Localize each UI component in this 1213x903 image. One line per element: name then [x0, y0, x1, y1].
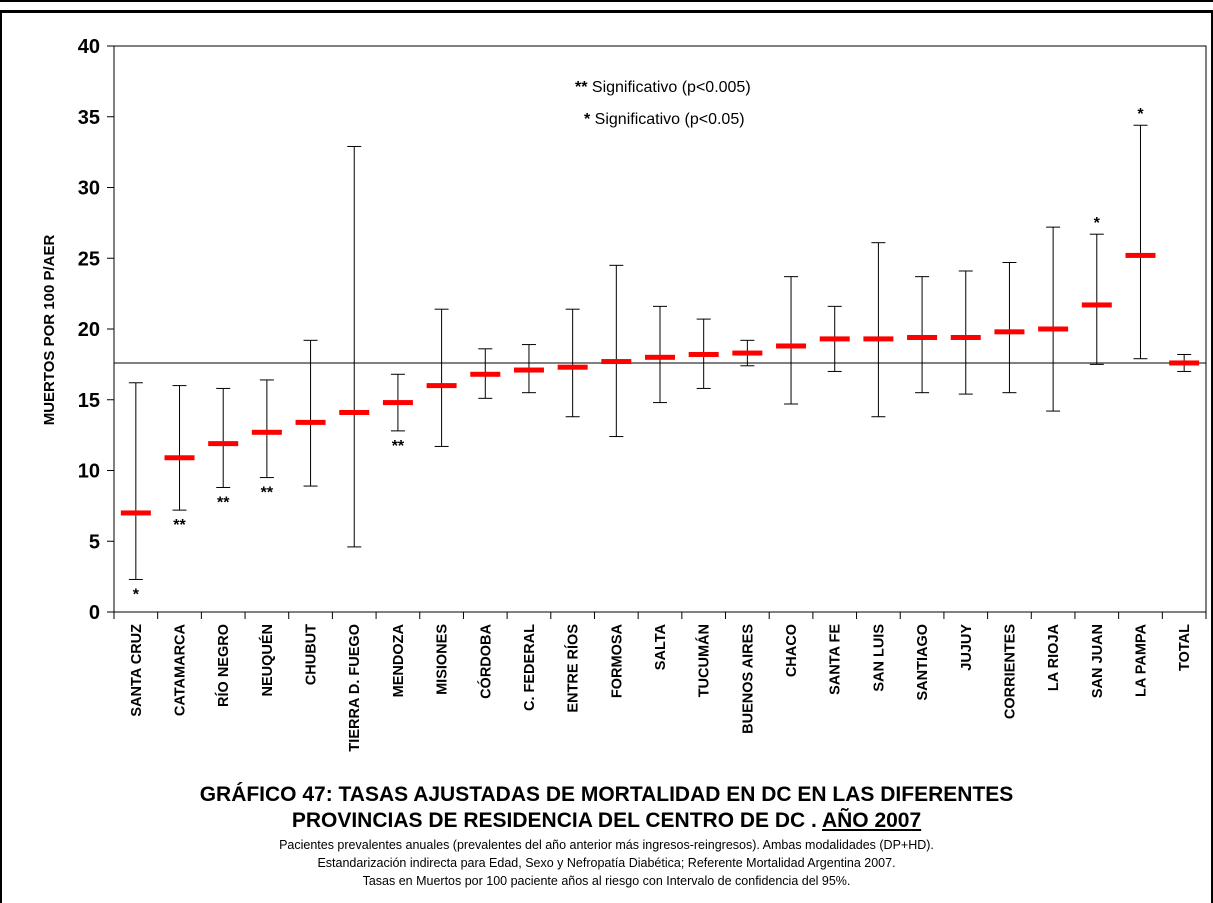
rate-marker [994, 329, 1025, 335]
rate-marker [426, 383, 457, 389]
y-tick-label: 0 [89, 602, 100, 624]
x-tick-label: SAN JUAN [1090, 624, 1106, 698]
x-tick-label: CATAMARCA [173, 623, 189, 716]
rate-marker [776, 343, 807, 349]
footnote-standardization: Estandarización indirecta para Edad, Sex… [317, 856, 896, 870]
x-tick-label: TOTAL [1177, 624, 1193, 671]
rate-marker [470, 371, 501, 377]
rate-markers [120, 252, 1200, 516]
y-tick-label: 5 [89, 531, 100, 553]
rate-marker [251, 429, 282, 435]
error-bars [128, 124, 1192, 580]
x-tick-label: NEUQUÉN [259, 624, 276, 697]
chart-title-year: AÑO 2007 [821, 809, 922, 832]
rate-marker [164, 455, 195, 461]
y-tick-label: 35 [78, 107, 100, 129]
footnote-units: Tasas en Muertos por 100 paciente años a… [362, 874, 851, 888]
rate-marker [557, 364, 588, 370]
x-tick-label: CHUBUT [304, 624, 320, 685]
significance-label: ** [217, 494, 230, 511]
rate-marker [688, 351, 719, 357]
x-tick-label: TUCUMÁN [696, 624, 713, 697]
x-tick-label: ENTRE RÍOS [565, 624, 582, 713]
chart-axes [107, 45, 1207, 619]
chart-title-line1: GRÁFICO 47: TASAS AJUSTADAS DE MORTALIDA… [199, 783, 1014, 806]
x-tick-labels: SANTA CRUZ CATAMARCA RÍO NEGRO NEUQUÉN CHUBU… [129, 623, 1193, 751]
significance-label: ** [261, 485, 274, 502]
y-tick-label: 30 [78, 178, 100, 200]
x-tick-label: LA PAMPA [1133, 623, 1149, 697]
legend-marker-low: * [584, 111, 591, 128]
rate-marker [950, 334, 981, 340]
rate-marker [208, 441, 239, 447]
x-tick-label: SAN LUIS [871, 624, 887, 692]
x-tick-label: JUJUY [959, 624, 975, 671]
rate-marker [339, 409, 370, 415]
x-tick-label: SANTIAGO [915, 624, 931, 701]
chart-title-line2: PROVINCIAS DE RESIDENCIA DEL CENTRO DE D… [0, 809, 1213, 833]
y-tick-label: 40 [78, 36, 100, 58]
x-tick-label: MISIONES [435, 624, 451, 695]
rate-marker [1125, 252, 1156, 258]
rate-marker [732, 350, 763, 356]
x-tick-label: C. FEDERAL [522, 624, 538, 711]
rate-marker [295, 419, 326, 425]
rate-marker [1169, 360, 1200, 366]
x-tick-label: CÓRDOBA [476, 623, 494, 698]
legend-item-low: * Significativo (p<0.05) [584, 111, 745, 128]
x-tick-label: BUENOS AIRES [740, 624, 756, 734]
x-tick-label: MENDOZA [391, 623, 407, 697]
y-tick-label: 10 [78, 461, 100, 483]
y-tick-labels: 0 5 10 15 20 25 30 35 40 [78, 36, 100, 624]
y-tick-label: 15 [78, 390, 100, 412]
significance-label: ** [173, 517, 186, 534]
rate-marker [382, 400, 413, 406]
legend-text-high: Significativo (p<0.005) [587, 79, 750, 96]
rate-marker [863, 336, 894, 342]
x-tick-label: CORRIENTES [1002, 624, 1018, 719]
mortality-chart: *********** SANTA CRUZ CATAMARCA RÍO NEGRO… [41, 36, 1207, 752]
y-tick-label: 20 [78, 319, 100, 341]
x-tick-label: RÍO NEGRO [215, 624, 232, 707]
rate-marker [120, 510, 151, 516]
rate-marker [1038, 326, 1069, 332]
x-tick-label: LA RIOJA [1046, 623, 1062, 691]
rate-marker [645, 354, 675, 360]
top-border [0, 0, 1213, 13]
y-axis-label: MUERTOS POR 100 P/AER [41, 235, 58, 426]
x-tick-label: SANTA CRUZ [129, 624, 145, 717]
significance-label: ** [392, 438, 405, 455]
x-tick-label: SALTA [653, 623, 669, 670]
x-tick-label: TIERRA D. FUEGO [347, 624, 363, 752]
rate-marker [513, 367, 544, 373]
chart-title-line2-text: PROVINCIAS DE RESIDENCIA DEL CENTRO DE D… [291, 809, 822, 832]
significance-label: * [1137, 106, 1144, 123]
x-tick-label: CHACO [784, 624, 800, 677]
rate-marker [819, 336, 850, 342]
significance-labels: *********** [133, 106, 1145, 603]
x-tick-label: FORMOSA [609, 623, 625, 698]
legend-marker-high: ** [575, 79, 588, 96]
significance-label: * [133, 586, 140, 603]
legend-text-low: Significativo (p<0.05) [590, 111, 744, 128]
rate-marker [907, 334, 938, 340]
x-tick-label: SANTA FE [828, 624, 844, 695]
footnote-patients: Pacientes prevalentes anuales (prevalent… [279, 838, 934, 852]
rate-marker [601, 359, 632, 365]
chart-legend: ** Significativo (p<0.005) * Significati… [575, 79, 751, 128]
significance-label: * [1094, 215, 1101, 232]
rate-marker [1081, 302, 1112, 308]
y-tick-label: 25 [78, 248, 100, 270]
legend-item-high: ** Significativo (p<0.005) [575, 79, 751, 96]
